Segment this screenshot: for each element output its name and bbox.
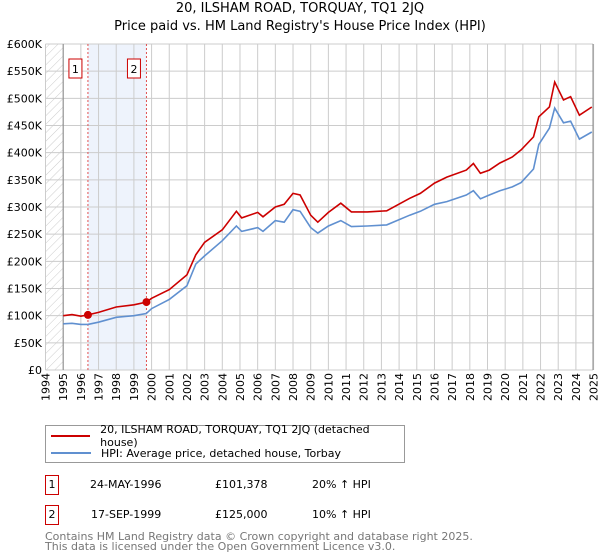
y-tick-label: £550K [7, 65, 43, 78]
sale-badge: 1 [45, 475, 59, 495]
x-tick-label: 2005 [234, 373, 247, 401]
y-tick-label: £50K [14, 337, 43, 350]
x-tick-label: 2021 [517, 373, 530, 401]
x-tick-label: 1996 [75, 373, 88, 401]
y-tick-label: £100K [7, 310, 43, 323]
sale-label: 2 [130, 63, 137, 76]
x-tick-label: 1999 [128, 373, 141, 401]
x-tick-label: 2022 [535, 373, 548, 401]
legend-item-property: 20, ILSHAM ROAD, TORQUAY, TQ1 2JQ (detac… [46, 423, 404, 449]
x-tick-label: 2013 [375, 373, 388, 401]
x-tick-label: 2025 [588, 373, 600, 401]
legend-label: HPI: Average price, detached house, Torb… [101, 446, 341, 460]
x-tick-label: 2003 [199, 373, 212, 401]
price-chart: 1994 1995 1996 1997 1998 1999 2000 2001 2002 2003… [7, 38, 600, 401]
legend-swatch-red [51, 435, 91, 437]
x-tick-label: 1994 [40, 373, 53, 401]
x-tick-label: 1997 [93, 373, 106, 401]
footer-copyright: Contains HM Land Registry data © Crown c… [45, 530, 473, 543]
sale-date: 24-MAY-1996 [90, 478, 162, 491]
sale-label: 1 [72, 63, 79, 76]
x-tick-label: 2015 [411, 373, 424, 401]
sale-hpi-delta: 10% ↑ HPI [312, 508, 371, 521]
sale-point [142, 298, 151, 307]
y-tick-label: £150K [7, 283, 43, 296]
x-tick-label: 2023 [552, 373, 565, 401]
sale-label-box [126, 58, 141, 79]
x-tick-label: 2002 [181, 373, 194, 401]
y-tick-label: £600K [7, 38, 43, 51]
sale-badge: 2 [45, 505, 59, 525]
y-tick-label: £200K [7, 255, 43, 268]
x-tick-label: 2006 [252, 373, 265, 401]
x-tick-label: 2004 [216, 373, 229, 401]
x-tick-label: 2010 [322, 373, 335, 401]
chart-title: 20, ILSHAM ROAD, TORQUAY, TQ1 2JQ [175, 1, 425, 16]
x-tick-label: 2009 [305, 373, 318, 401]
sale-price: £125,000 [215, 508, 268, 521]
y-tick-label: £300K [7, 201, 43, 214]
x-tick-label: 1998 [110, 373, 123, 401]
footer-licence: This data is licensed under the Open Gov… [45, 540, 396, 553]
hpi-line [63, 106, 593, 326]
property-price-line [63, 79, 593, 318]
sale-date: 17-SEP-1999 [91, 508, 162, 521]
legend-swatch-blue [51, 452, 91, 454]
y-tick-label: £450K [7, 120, 43, 133]
x-tick-label: 2017 [446, 373, 459, 401]
x-tick-label: 2016 [428, 373, 441, 401]
x-tick-label: 2018 [464, 373, 477, 401]
x-tick-label: 2024 [570, 373, 583, 401]
y-tick-label: £350K [7, 174, 43, 187]
y-tick-label: £500K [7, 92, 43, 105]
sale-point [83, 310, 92, 319]
sale-row: 1 24-MAY-1996 £101,378 20% ↑ HPI [45, 475, 445, 495]
sale-price: £101,378 [215, 478, 268, 491]
legend-item-hpi: HPI: Average price, detached house, Torb… [46, 445, 341, 461]
y-tick-label: £0 [28, 364, 42, 377]
x-tick-label: 2011 [340, 373, 353, 401]
x-tick-label: 1995 [57, 373, 70, 401]
y-tick-label: £400K [7, 147, 43, 160]
legend-label: 20, ILSHAM ROAD, TORQUAY, TQ1 2JQ (detac… [100, 423, 370, 449]
x-tick-label: 2014 [393, 373, 406, 401]
x-tick-label: 2008 [287, 373, 300, 401]
legend: 20, ILSHAM ROAD, TORQUAY, TQ1 2JQ (detac… [45, 423, 405, 463]
x-tick-label: 2007 [269, 373, 282, 401]
sale-row: 2 17-SEP-1999 £125,000 10% ↑ HPI [45, 505, 445, 525]
y-tick-label: £250K [7, 228, 43, 241]
x-tick-label: 2001 [163, 373, 176, 401]
x-tick-label: 2019 [482, 373, 495, 401]
x-tick-label: 2012 [358, 373, 371, 401]
x-tick-label: 2020 [499, 373, 512, 401]
sale-label-box [68, 58, 83, 79]
chart-subtitle: Price paid vs. HM Land Registry's House … [114, 19, 486, 34]
x-tick-label: 2000 [146, 373, 159, 401]
sale-hpi-delta: 20% ↑ HPI [312, 478, 371, 491]
